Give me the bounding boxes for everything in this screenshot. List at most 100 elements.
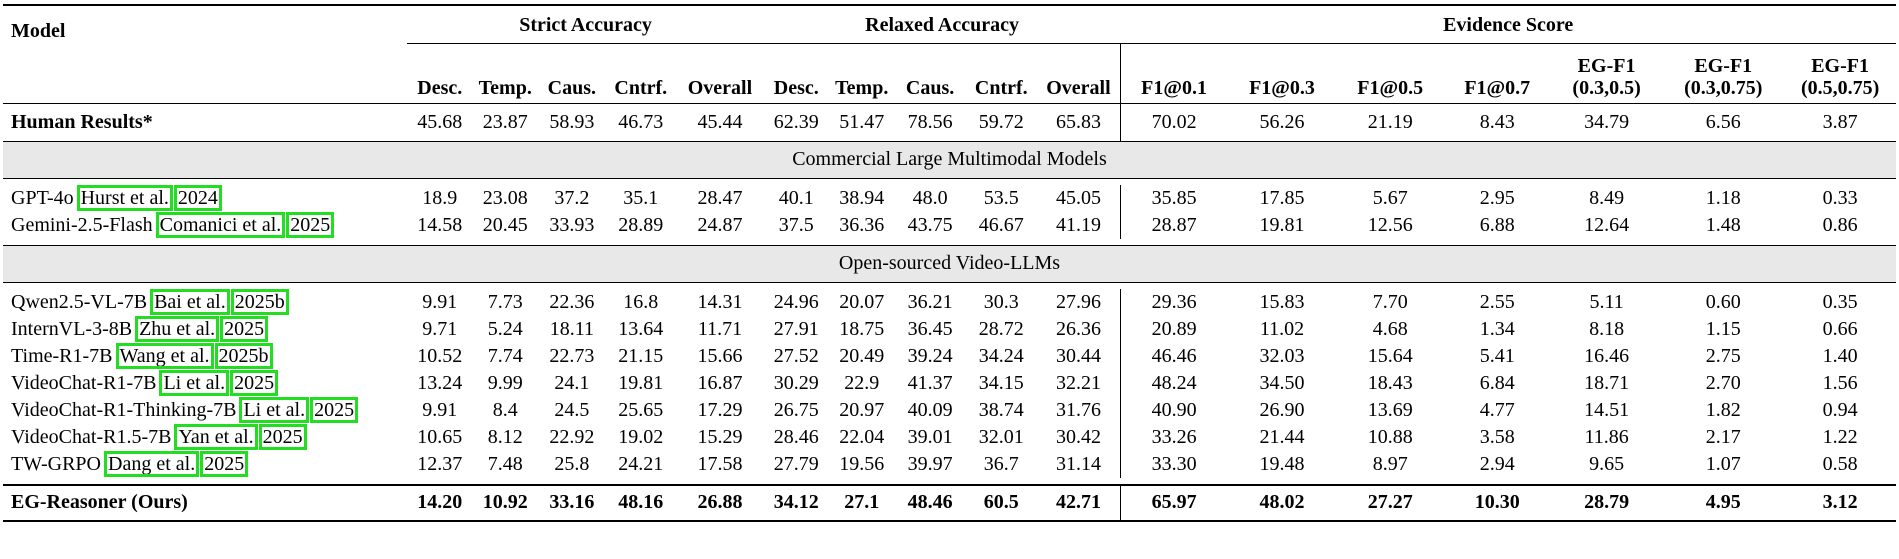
table-cell: 5.11 (1589, 290, 1624, 313)
table-cell: 10.88 (1367, 425, 1413, 448)
table-cell: 78.56 (907, 110, 953, 133)
table-cell: 18.9 (422, 186, 458, 209)
table-cell: 7.73 (487, 290, 523, 313)
table-cell: 36.36 (839, 213, 885, 236)
table-cell: 9.99 (487, 371, 523, 394)
citation-year-link[interactable]: 2025 (258, 423, 307, 450)
table-cell: 37.2 (554, 186, 590, 209)
table-cell: 3.87 (1822, 110, 1858, 133)
table-cell: 53.5 (983, 186, 1019, 209)
table-cell: 48.02 (1259, 491, 1305, 513)
table-cell: 15.29 (697, 425, 743, 448)
table-cell: 46.73 (618, 110, 664, 133)
table-cell: 9.91 (422, 290, 458, 313)
table-cell: 32.03 (1259, 344, 1305, 367)
table-cell: 20.49 (839, 344, 885, 367)
citation-year-link[interactable]: 2025b (230, 288, 289, 315)
table-cell: 33.30 (1119, 450, 1228, 478)
table-row: Qwen2.5-VL-7B Bai et al. 2025b 9.91 7.73 22… (3, 288, 1896, 316)
citation-author-link[interactable]: Li et al. (159, 369, 230, 396)
table-cell: 1.18 (1705, 186, 1741, 209)
citation-year-link[interactable]: 2025 (220, 315, 269, 342)
citation-author-link[interactable]: Zhu et al. (135, 315, 220, 342)
column-header: Caus. (538, 42, 606, 103)
section-title: Commercial Large Multimodal Models (3, 141, 1896, 178)
table-cell: 28.72 (978, 317, 1024, 340)
table-cell: 24.87 (697, 213, 743, 236)
citation-year-link[interactable]: 2025 (200, 450, 249, 477)
table-cell: 9.71 (422, 317, 458, 340)
table-cell: 19.81 (1259, 213, 1305, 236)
table-cell: 18.43 (1367, 371, 1413, 394)
table-cell: 4.77 (1479, 398, 1515, 421)
table-cell: 12.56 (1367, 213, 1413, 236)
table-cell: 51.47 (839, 110, 885, 133)
table-row: TW-GRPO Dang et al. 2025 12.37 7.48 25.8 24.… (3, 450, 1896, 478)
model-name: Time-R1-7B Wang et al. 2025b (3, 342, 407, 370)
citation-author-link[interactable]: Yan et al. (174, 423, 258, 450)
table-cell: 3.58 (1479, 425, 1515, 448)
table-cell: 2.95 (1479, 186, 1515, 209)
table-cell: 8.4 (492, 398, 518, 421)
table-row-ours: EG-Reasoner (Ours) 14.20 10.92 33.16 48.16 26… (3, 484, 1896, 521)
model-name: Gemini-2.5-Flash Comanici et al. 2025 (3, 211, 407, 239)
column-header: Cntrf. (965, 42, 1038, 103)
citation-year-link[interactable]: 2025 (230, 369, 279, 396)
table-cell: 21.19 (1367, 110, 1413, 133)
table-cell: 13.24 (417, 371, 463, 394)
model-name-text: InternVL-3-8B (11, 317, 133, 340)
citation-author-link[interactable]: Hurst et al. (76, 184, 173, 211)
column-header: EG-F1 (0.5,0.75) (1784, 42, 1896, 103)
table-cell: 30.42 (1055, 425, 1101, 448)
table-cell: 19.81 (618, 371, 664, 394)
table-cell: 10.65 (417, 425, 463, 448)
citation-year-link[interactable]: 2025 (310, 396, 359, 423)
table-cell: 65.97 (1119, 484, 1228, 521)
table-cell: 9.65 (1589, 452, 1625, 475)
citation-year-link[interactable]: 2024 (173, 184, 222, 211)
table-cell: 16.8 (623, 290, 659, 313)
section-header-row: Commercial Large Multimodal Models (3, 141, 1896, 178)
table-cell: 0.86 (1822, 213, 1858, 236)
table-cell: 56.26 (1259, 110, 1305, 133)
table-cell: 1.07 (1705, 452, 1741, 475)
citation-year-link[interactable]: 2025b (214, 342, 273, 369)
citation-author-link[interactable]: Li et al. (239, 396, 310, 423)
table-row: Time-R1-7B Wang et al. 2025b 10.52 7.74 22.… (3, 342, 1896, 370)
table-cell: 29.36 (1119, 288, 1228, 316)
table-cell: 40.09 (907, 398, 953, 421)
column-header: F1@0.5 (1336, 42, 1444, 103)
table-cell: 11.86 (1584, 425, 1629, 448)
table-cell: 2.70 (1705, 371, 1741, 394)
table-cell: 25.65 (618, 398, 664, 421)
model-name: TW-GRPO Dang et al. 2025 (3, 450, 407, 478)
table-cell: 0.94 (1822, 398, 1858, 421)
column-header: Overall (1037, 42, 1121, 103)
citation-author-link[interactable]: Wang et al. (115, 342, 214, 369)
table-cell: 42.71 (1055, 491, 1101, 513)
table-cell: 33.26 (1119, 423, 1228, 451)
model-name: GPT-4o Hurst et al. 2024 (3, 184, 407, 212)
table-cell: 40.90 (1119, 396, 1228, 424)
table-cell: 22.92 (549, 425, 595, 448)
table-row-human: Human Results* 45.68 23.87 58.93 46.73 45.44 6… (3, 103, 1896, 141)
table-cell: 30.3 (983, 290, 1019, 313)
table-cell: 8.43 (1479, 110, 1515, 133)
table-cell: 2.55 (1479, 290, 1515, 313)
table-cell: 43.75 (907, 213, 953, 236)
table-cell: 1.22 (1822, 425, 1858, 448)
table-cell: 5.24 (487, 317, 523, 340)
table-row: VideoChat-R1.5-7B Yan et al. 2025 10.65 8.… (3, 423, 1896, 451)
table-cell: 28.87 (1119, 211, 1228, 239)
citation-author-link[interactable]: Bai et al. (150, 288, 230, 315)
table-cell: 25.8 (554, 452, 590, 475)
citation-year-link[interactable]: 2025 (286, 211, 335, 238)
table-cell: 26.75 (773, 398, 819, 421)
table-cell: 48.0 (912, 186, 948, 209)
table-cell: 39.01 (907, 425, 953, 448)
citation-author-link[interactable]: Dang et al. (103, 450, 200, 477)
table-cell: 0.58 (1822, 452, 1858, 475)
table-cell: 15.66 (697, 344, 743, 367)
citation-author-link[interactable]: Comanici et al. (155, 211, 286, 238)
table-cell: 15.83 (1259, 290, 1305, 313)
